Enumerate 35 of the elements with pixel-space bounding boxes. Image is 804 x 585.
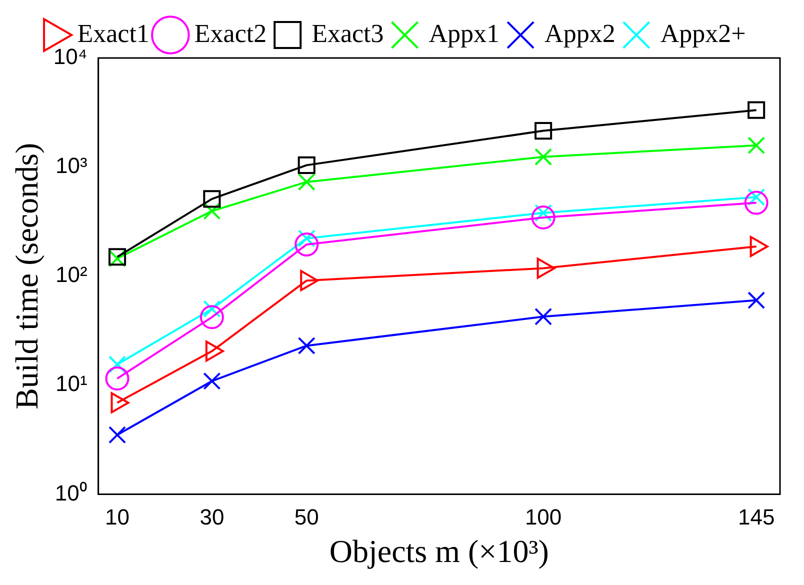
y-tick-label: 10¹ [56,371,88,396]
legend-label: Appx2 [544,18,616,48]
point [531,205,556,230]
legend-label: Exact2 [194,18,267,48]
x-tick-label: 100 [524,504,562,530]
point [748,101,766,119]
point [744,190,768,215]
point [294,232,319,256]
point [203,190,221,208]
point [298,336,316,354]
point [200,305,224,330]
y-tick-label: 10² [56,262,88,288]
point [108,426,126,444]
point [203,202,221,220]
point [748,136,766,154]
point [534,148,552,166]
y-tick-label: 10³ [56,153,88,178]
x-tick-label: 30 [200,504,224,530]
point [108,356,126,374]
x-tick-label: 145 [738,504,775,530]
point [203,372,221,390]
x-tick-label: 10 [105,504,130,530]
legend-label: Appx1 [428,18,500,48]
point [298,156,316,174]
point [534,122,552,140]
point [105,366,130,391]
point [298,173,316,191]
legend-label: Appx2+ [660,18,746,48]
x-tick-label: 50 [294,504,319,530]
x-axis-title: Objects m (×10³) [329,533,549,570]
y-tick-label: 10⁰ [54,480,88,506]
y-axis-title: Build time (seconds) [8,142,45,410]
point [748,292,766,310]
legend-label: Exact3 [312,18,384,48]
point [534,308,552,326]
